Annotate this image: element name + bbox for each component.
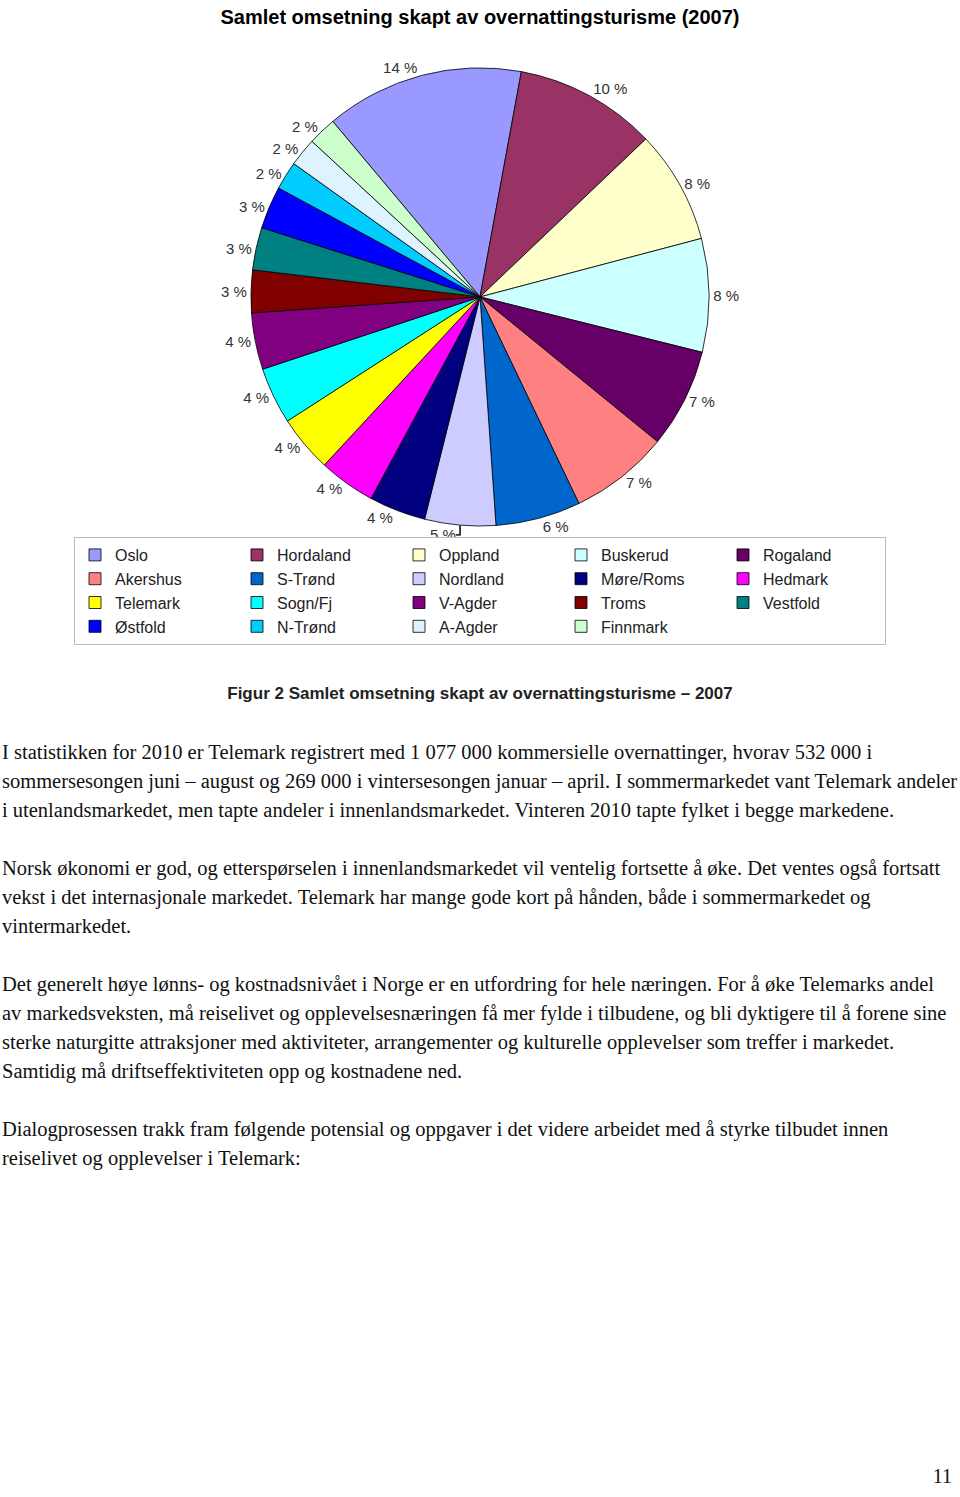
svg-text:4 %: 4 % xyxy=(243,389,269,406)
html-text:Norsk økonomi er god, og etter: Norsk økonomi er god, og etterspørselen … xyxy=(2,857,941,937)
svg-text:6 %: 6 % xyxy=(543,518,569,535)
svg-text:Hordaland: Hordaland xyxy=(277,547,351,564)
svg-text:Rogaland: Rogaland xyxy=(763,547,832,564)
svg-text:5 %: 5 % xyxy=(429,526,456,544)
svg-text:A-Agder: A-Agder xyxy=(439,619,498,636)
svg-text:3 %: 3 % xyxy=(226,240,252,257)
html-text:11: 11 xyxy=(932,1465,952,1487)
html-text:Det generelt høye lønns- og ko: Det generelt høye lønns- og kostnadsnivå… xyxy=(2,973,947,1082)
svg-text:Nordland: Nordland xyxy=(439,571,504,588)
svg-text:N-Trønd: N-Trønd xyxy=(277,619,336,636)
svg-text:7 %: 7 % xyxy=(689,393,715,410)
svg-text:V-Agder: V-Agder xyxy=(439,595,497,612)
svg-text:10 %: 10 % xyxy=(593,80,627,97)
svg-text:3 %: 3 % xyxy=(221,283,247,300)
svg-text:S-Trønd: S-Trønd xyxy=(277,571,335,588)
svg-text:Finnmark: Finnmark xyxy=(601,619,669,636)
svg-text:4 %: 4 % xyxy=(317,480,343,497)
svg-text:2 %: 2 % xyxy=(292,118,318,135)
svg-text:Samlet omsetning skapt av over: Samlet omsetning skapt av overnattingstu… xyxy=(220,6,739,28)
svg-text:Østfold: Østfold xyxy=(115,619,166,636)
svg-text:4 %: 4 % xyxy=(225,333,251,350)
html-text:Dialogprosessen trakk fram føl: Dialogprosessen trakk fram følgende pote… xyxy=(2,1118,889,1169)
svg-text:Oslo: Oslo xyxy=(115,547,148,564)
html-text:I statistikken for 2010 er Tel: I statistikken for 2010 er Telemark regi… xyxy=(2,741,958,821)
svg-text:14 %: 14 % xyxy=(383,59,417,76)
svg-text:Telemark: Telemark xyxy=(115,595,181,612)
html-text:Figur 2 Samlet omsetning skapt: Figur 2 Samlet omsetning skapt av overna… xyxy=(227,684,733,703)
svg-text:Troms: Troms xyxy=(601,595,646,612)
svg-text:Vestfold: Vestfold xyxy=(763,595,820,612)
svg-text:Hedmark: Hedmark xyxy=(763,571,829,588)
svg-text:4 %: 4 % xyxy=(274,439,300,456)
svg-text:3 %: 3 % xyxy=(239,198,265,215)
svg-text:7 %: 7 % xyxy=(626,474,652,491)
svg-text:Sogn/Fj: Sogn/Fj xyxy=(277,595,332,612)
svg-text:Buskerud: Buskerud xyxy=(601,547,669,564)
svg-text:2 %: 2 % xyxy=(256,165,282,182)
svg-text:Møre/Roms: Møre/Roms xyxy=(601,571,685,588)
svg-text:Oppland: Oppland xyxy=(439,547,500,564)
svg-text:4 %: 4 % xyxy=(367,509,393,526)
svg-text:8 %: 8 % xyxy=(713,287,739,304)
svg-text:2 %: 2 % xyxy=(272,140,298,157)
svg-text:Akershus: Akershus xyxy=(115,571,182,588)
svg-text:8 %: 8 % xyxy=(684,175,710,192)
